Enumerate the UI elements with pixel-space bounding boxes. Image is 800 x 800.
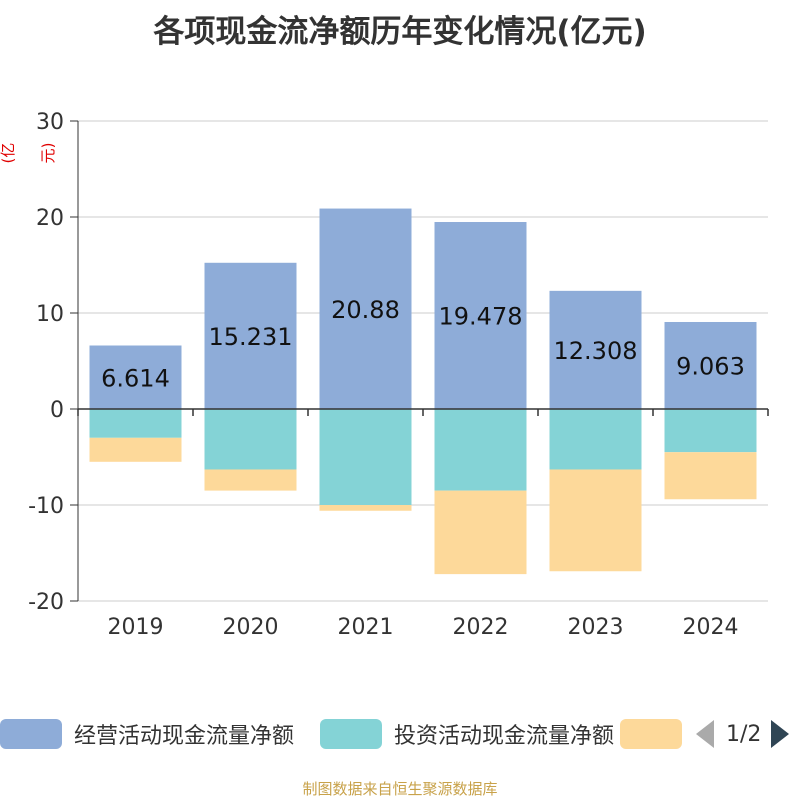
legend-swatch-investing	[320, 719, 382, 749]
x-tick-label: 2020	[223, 615, 279, 640]
bar-2023-series-2	[549, 469, 642, 572]
y-tick-label: 30	[36, 110, 64, 135]
x-tick-label: 2019	[108, 615, 164, 640]
bar-2021-series-1	[319, 409, 412, 505]
bar-2021-series-0	[319, 208, 412, 409]
bar-2024-series-0	[664, 321, 757, 409]
legend-item-operating[interactable]: 经营活动现金流量净额	[0, 714, 294, 754]
legend-label-investing: 投资活动现金流量净额	[394, 724, 615, 749]
bar-2022-series-0	[434, 222, 527, 409]
y-tick-label: 10	[36, 302, 64, 327]
bar-data-label: 6.614	[101, 364, 170, 392]
chart-title: 各项现金流净额历年变化情况(亿元)	[153, 14, 647, 50]
y-tick-label: 0	[50, 398, 64, 423]
y-tick-label: -10	[28, 494, 64, 519]
bar-2024-series-2	[664, 452, 757, 500]
bar-2021-series-2	[319, 505, 412, 511]
bar-2019-series-0	[89, 345, 182, 409]
legend-next-page-icon[interactable]	[771, 720, 790, 748]
bar-2023-series-0	[549, 290, 642, 409]
bar-data-label: 12.308	[554, 337, 638, 365]
legend-label-operating: 经营活动现金流量净额	[74, 724, 295, 749]
bar-2020-series-0	[204, 262, 297, 409]
bar-2023-series-1	[549, 409, 642, 470]
bar-data-label: 9.063	[676, 352, 745, 380]
bar-2020-series-1	[204, 409, 297, 470]
legend-item-financing[interactable]	[620, 714, 682, 754]
x-tick-label: 2021	[338, 615, 394, 640]
bar-data-label: 15.231	[209, 323, 293, 351]
x-tick-label: 2022	[453, 615, 509, 640]
x-tick-label: 2023	[568, 615, 624, 640]
bar-2024-series-1	[664, 409, 757, 453]
x-tick-label: 2024	[683, 615, 739, 640]
legend-prev-page-icon[interactable]	[696, 720, 714, 748]
y-tick-label: -20	[28, 590, 64, 615]
legend-item-investing[interactable]: 投资活动现金流量净额	[320, 714, 614, 754]
bar-data-label: 19.478	[439, 303, 523, 331]
legend-page-indicator: 1/2	[726, 721, 762, 747]
bar-2022-series-1	[434, 409, 527, 491]
legend-swatch-financing	[620, 719, 682, 749]
data-source-footer: 制图数据来自恒生聚源数据库	[302, 780, 498, 798]
bar-2019-series-2	[89, 437, 182, 462]
bar-2019-series-1	[89, 409, 182, 438]
bar-2020-series-2	[204, 469, 297, 491]
bar-2022-series-2	[434, 490, 527, 575]
legend: 经营活动现金流量净额 投资活动现金流量净额 1/2	[0, 714, 800, 754]
bar-data-label: 20.88	[331, 296, 400, 324]
stacked-bar-chart: -20 -10 0 10 20 30 6.614 15.231 20.88 19.478 12.30…	[28, 110, 769, 640]
legend-swatch-operating	[0, 719, 62, 749]
legend-pager: 1/2	[696, 714, 790, 754]
y-tick-label: 20	[36, 206, 64, 231]
